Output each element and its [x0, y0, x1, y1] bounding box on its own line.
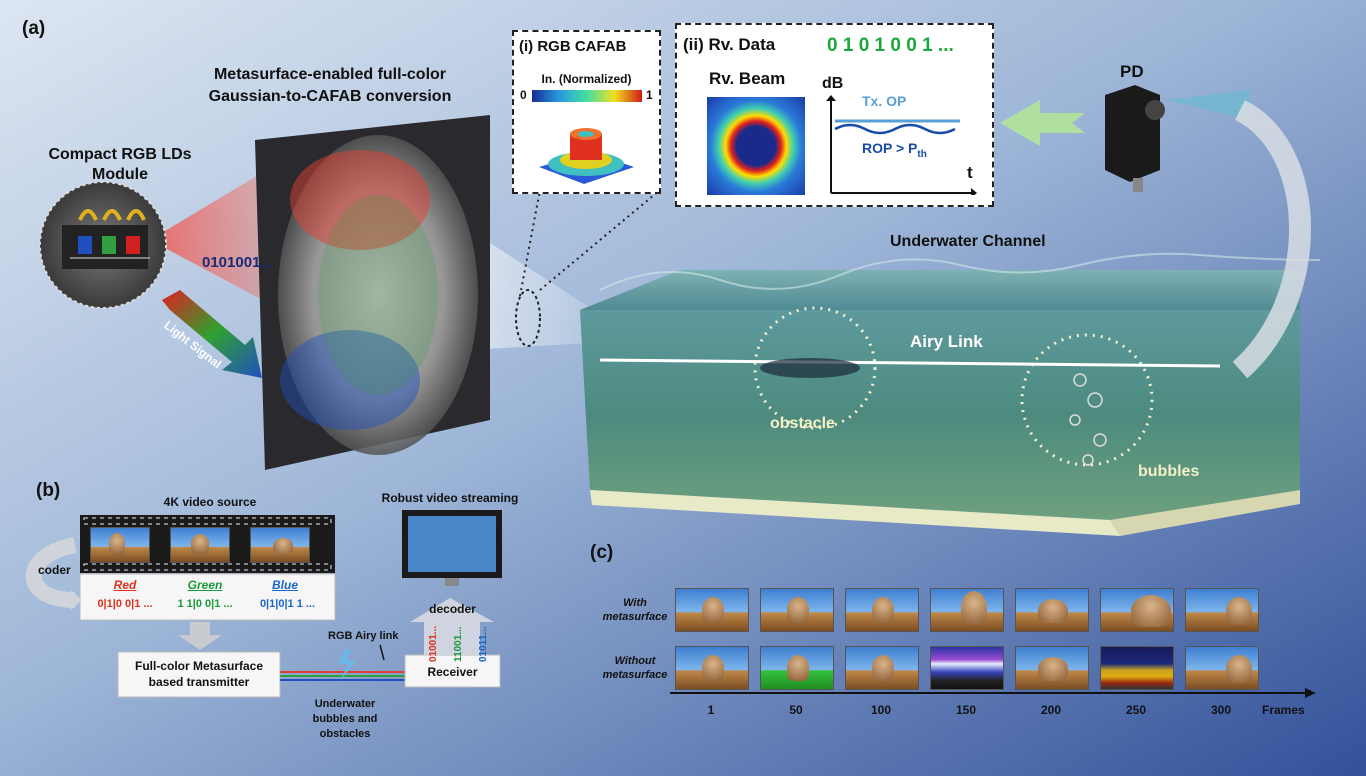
rv-beam-image	[707, 97, 805, 195]
binary-stream: 0101001...	[202, 254, 273, 271]
rgb-module-label-1: Compact RGB LDs	[48, 146, 192, 163]
frames-axis-arrow	[1305, 688, 1316, 698]
obstacle-label: obstacle	[770, 415, 835, 432]
without-frame-1	[675, 646, 749, 690]
power-plot	[826, 95, 977, 195]
frame-tick-50: 50	[789, 703, 803, 717]
frame-tick-300: 300	[1210, 703, 1232, 717]
inset-ii-title: (ii) Rv. Data	[683, 35, 776, 54]
photodetector	[1105, 85, 1165, 192]
row-without-label-1: Without	[614, 655, 656, 667]
row-without-label-2: metasurface	[602, 669, 668, 681]
frame-tick-1: 1	[707, 703, 715, 717]
streaming-label: Robust video streaming	[381, 491, 519, 505]
rv-beam-label: Rv. Beam	[709, 69, 786, 88]
red-bits: 0|1|0 0|1 ...	[97, 598, 153, 610]
airy-link-label: Airy Link	[910, 332, 983, 351]
green-arrow	[1000, 100, 1085, 146]
underwater-channel-label: Underwater Channel	[890, 233, 1046, 250]
metasurface-title-line-1: Metasurface-enabled full-color	[213, 66, 447, 83]
source-frame-3	[250, 527, 310, 563]
frames-axis-label: Frames	[1262, 703, 1305, 717]
pd-label: PD	[1120, 62, 1144, 81]
panel-c-label: (c)	[590, 542, 614, 563]
blue-bits: 0|1|0|1 1 ...	[259, 598, 316, 610]
metasurface	[255, 115, 490, 470]
with-frame-1	[675, 588, 749, 632]
inset-i-scale-min: 0	[520, 88, 527, 102]
inset-ii-received-data: (ii) Rv. Data 0 1 0 1 0 0 1 ... Rv. Beam…	[675, 23, 994, 207]
with-frame-150	[930, 588, 1004, 632]
rx-green-bits: 11001...	[453, 626, 464, 662]
with-frame-250	[1100, 588, 1174, 632]
frame-tick-250: 250	[1125, 703, 1147, 717]
with-frame-200	[1015, 588, 1089, 632]
inset-i-colorbar	[532, 90, 642, 102]
without-frame-50	[760, 646, 834, 690]
frame-tick-100: 100	[870, 703, 892, 717]
inset-i-scale-max: 1	[646, 88, 653, 102]
rgb-module-label-2: Module	[92, 166, 148, 183]
inset-i-title: (i) RGB CAFAB	[519, 38, 627, 55]
underwater-label-2: bubbles and	[312, 713, 378, 725]
metasurface-title-line-2: Gaussian-to-CAFAB conversion	[208, 88, 452, 105]
blue-channel-label: Blue	[271, 578, 298, 592]
video-source-label: 4K video source	[163, 495, 257, 509]
frame-tick-150: 150	[955, 703, 977, 717]
rop-subscript: th	[917, 148, 927, 160]
underwater-label-1: Underwater	[314, 698, 376, 710]
panel-b-diagram	[25, 510, 502, 698]
t-axis-label: t	[967, 163, 973, 182]
rgb-ld-module	[39, 181, 167, 309]
without-frame-250	[1100, 646, 1174, 690]
curved-arrow	[1232, 100, 1311, 379]
inset-i-surface-plot	[539, 128, 634, 184]
green-channel-label: Green	[187, 578, 223, 592]
db-axis-label: dB	[822, 75, 844, 92]
transmitter-label-1: Full-color Metasurface	[134, 659, 264, 673]
green-bits: 1 1|0 0|1 ...	[177, 598, 233, 610]
source-frame-2	[170, 527, 230, 563]
rgb-airy-link-label: RGB Airy link	[328, 630, 399, 642]
underwater-label-3: obstacles	[319, 728, 371, 740]
zoom-ellipse	[515, 289, 541, 347]
rop-label: ROP > Pth	[862, 140, 927, 160]
with-frame-100	[845, 588, 919, 632]
zoom-line-ii	[539, 189, 661, 291]
row-with-label-2: metasurface	[602, 611, 668, 623]
panel-b-label: (b)	[36, 480, 61, 501]
coder-label: coder	[38, 563, 71, 577]
light-signal-arrow	[162, 290, 262, 378]
without-frame-100	[845, 646, 919, 690]
underwater-channel-block	[580, 252, 1321, 536]
inset-ii-bits: 0 1 0 1 0 0 1 ...	[827, 35, 954, 56]
rx-red-bits: 01001...	[428, 625, 439, 662]
without-frame-200	[1015, 646, 1089, 690]
red-channel-label: Red	[113, 578, 137, 592]
panel-a-label: (a)	[22, 18, 46, 39]
transmitter-label-2: based transmitter	[148, 675, 250, 689]
decoder-label: decoder	[429, 602, 476, 616]
rop-text: ROP > P	[862, 140, 918, 156]
pd-beam	[1165, 90, 1250, 120]
inset-i-scale-label: In. (Normalized)	[541, 72, 632, 86]
with-frame-50	[760, 588, 834, 632]
frame-tick-200: 200	[1040, 703, 1062, 717]
receiver-label: Receiver	[427, 665, 478, 679]
inset-i-rgb-cafab: (i) RGB CAFAB In. (Normalized) 0 1	[512, 30, 661, 194]
rx-blue-bits: 01011...	[478, 626, 489, 662]
without-frame-150	[930, 646, 1004, 690]
source-frame-1	[90, 527, 150, 563]
bubbles-label: bubbles	[1138, 463, 1200, 480]
without-frame-300	[1185, 646, 1259, 690]
with-frame-300	[1185, 588, 1259, 632]
row-with-label-1: With	[623, 597, 647, 609]
tx-op-label: Tx. OP	[862, 93, 907, 109]
